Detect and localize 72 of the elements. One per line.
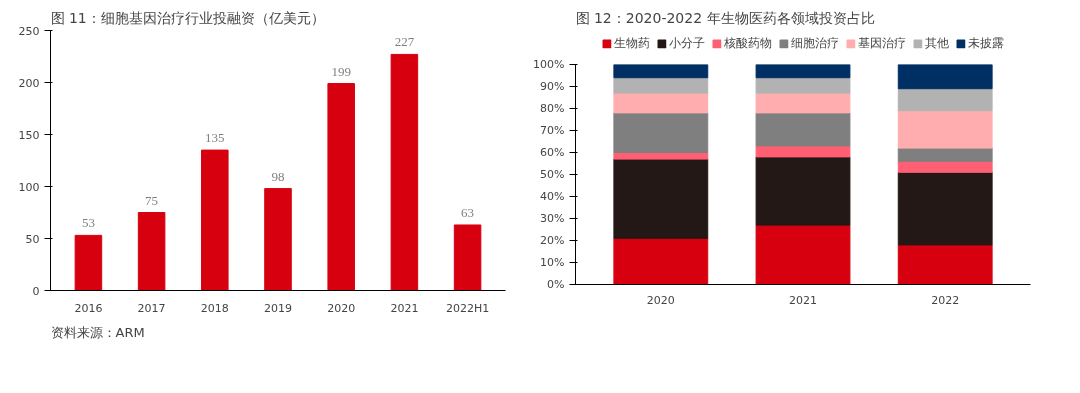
y-tick-label: 50% bbox=[540, 168, 565, 181]
x-tick-label: 2019 bbox=[264, 301, 292, 315]
bar bbox=[613, 112, 709, 153]
bar bbox=[137, 212, 166, 291]
bar bbox=[613, 64, 709, 79]
x-tick-label: 2016 bbox=[74, 301, 103, 315]
data-label: 53 bbox=[81, 215, 95, 231]
legend-label: 小分子 bbox=[669, 34, 705, 52]
x-tick-label: 2020 bbox=[327, 301, 356, 315]
y-tick-label: 150 bbox=[18, 128, 40, 142]
x-tick-label: 2021 bbox=[390, 301, 419, 315]
bar bbox=[755, 64, 851, 79]
bar bbox=[613, 77, 709, 94]
x-tick-label: 2017 bbox=[137, 301, 166, 315]
bar bbox=[613, 237, 709, 285]
y-tick-label: 250 bbox=[18, 24, 40, 38]
bar bbox=[453, 224, 482, 291]
legend-label: 基因治疗 bbox=[858, 34, 906, 52]
y-tick-label: 10% bbox=[540, 256, 565, 269]
bar bbox=[897, 147, 993, 162]
y-tick-label: 0 bbox=[32, 284, 40, 298]
data-label: 63 bbox=[461, 204, 475, 220]
x-tick-label: 2021 bbox=[789, 293, 817, 307]
x-tick-label: 2022H1 bbox=[445, 301, 490, 315]
bar bbox=[897, 64, 993, 90]
y-tick-label: 0% bbox=[547, 278, 565, 291]
bar bbox=[755, 156, 851, 226]
data-label: 98 bbox=[271, 168, 285, 184]
y-tick-label: 60% bbox=[540, 146, 565, 159]
y-tick-label: 200 bbox=[18, 76, 40, 90]
text: 资料来源：ARM bbox=[50, 324, 145, 340]
legend-label: 未披露 bbox=[968, 34, 1004, 52]
x-tick-label: 2020 bbox=[646, 293, 675, 307]
bar bbox=[264, 188, 292, 291]
y-tick-label: 70% bbox=[540, 124, 565, 137]
data-label: 75 bbox=[145, 192, 159, 208]
y-tick-label: 50 bbox=[25, 232, 40, 246]
legend-label: 其他 bbox=[925, 34, 949, 52]
y-tick-label: 40% bbox=[540, 190, 565, 203]
y-tick-label: 100 bbox=[18, 180, 40, 194]
data-label: 135 bbox=[205, 130, 225, 146]
chart-title: 图 12：2020-2022 年生物医药各领域投资占比 bbox=[575, 9, 875, 26]
legend-label: 核酸药物 bbox=[724, 34, 772, 52]
legend-label: 细胞治疗 bbox=[791, 34, 839, 52]
bar bbox=[327, 83, 355, 291]
bar bbox=[613, 158, 709, 239]
bar bbox=[897, 171, 993, 246]
y-tick-label: 80% bbox=[540, 102, 565, 115]
y-tick-label: 100% bbox=[533, 58, 565, 71]
bar bbox=[755, 92, 851, 114]
legend-label: 生物药 bbox=[614, 34, 650, 52]
y-tick-label: 20% bbox=[540, 234, 565, 247]
bar bbox=[897, 88, 993, 112]
bar bbox=[897, 110, 993, 149]
bar bbox=[897, 244, 993, 285]
y-tick-label: 90% bbox=[540, 80, 565, 93]
bar bbox=[74, 234, 103, 291]
data-label: 227 bbox=[394, 34, 415, 50]
chart-title: 图 11：细胞基因治疗行业投融资（亿美元） bbox=[50, 9, 325, 26]
x-tick-label: 2018 bbox=[200, 301, 229, 315]
bar bbox=[755, 112, 851, 147]
bar bbox=[755, 224, 851, 285]
y-tick-label: 30% bbox=[540, 212, 565, 225]
data-label: 199 bbox=[331, 63, 351, 79]
bar bbox=[755, 77, 851, 94]
bar bbox=[390, 53, 419, 291]
bar bbox=[201, 149, 229, 291]
bar bbox=[897, 160, 993, 173]
bar bbox=[613, 92, 709, 114]
x-tick-label: 2022 bbox=[931, 293, 960, 307]
bar bbox=[755, 145, 851, 158]
bar bbox=[613, 152, 709, 160]
